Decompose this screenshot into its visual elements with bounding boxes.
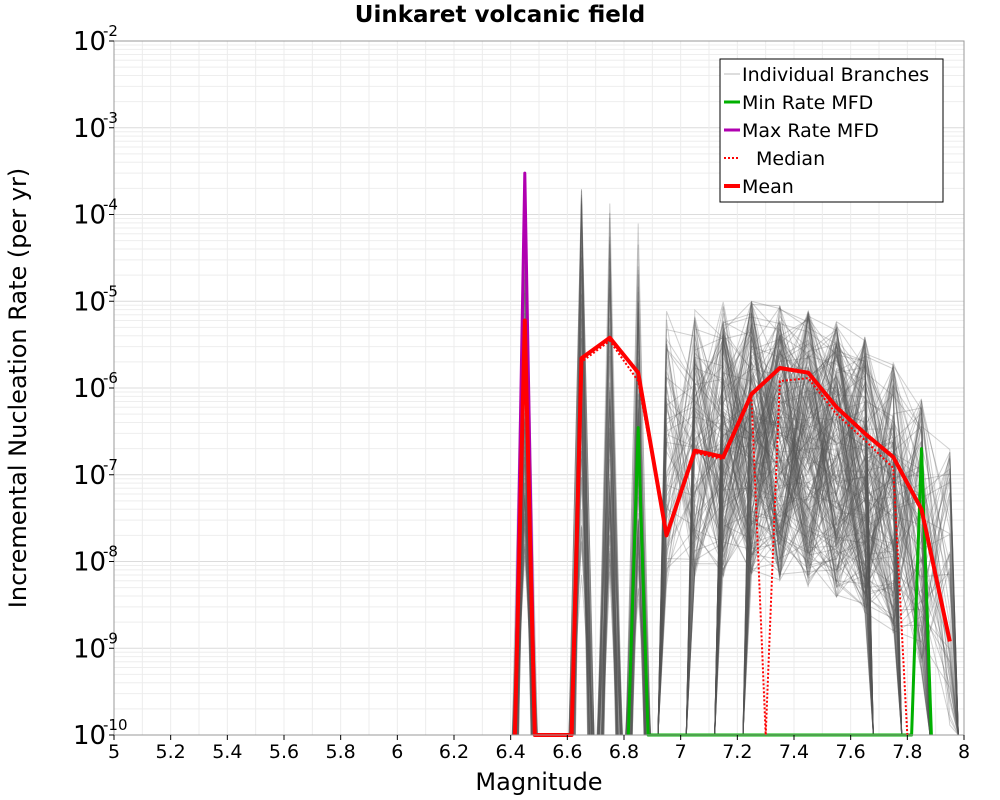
- x-axis-label: Magnitude: [475, 768, 602, 796]
- branch-line: [568, 302, 874, 736]
- branch-line: [601, 293, 874, 736]
- y-tick-exponent: -6: [103, 369, 118, 387]
- branch-line: [598, 288, 874, 736]
- y-tick-exponent: -2: [103, 22, 118, 40]
- branch-line: [625, 337, 874, 736]
- branch-line: [630, 316, 874, 736]
- x-axis-ticks: 5 5.2 5.4 5.6 5.8 6 6.2 6.4 6.6 6.8 7 7.2 7.4 7.6 7.8 8: [108, 735, 970, 763]
- legend-item-label: Median: [756, 148, 825, 170]
- branch-line: [631, 339, 903, 736]
- series-line-median: [513, 326, 909, 736]
- x-tick-label: 5.8: [326, 741, 356, 763]
- branch-line: [600, 325, 874, 736]
- x-tick-label: 6.4: [496, 741, 526, 763]
- x-tick-label: 6.2: [439, 741, 469, 763]
- branch-line: [597, 389, 874, 736]
- branch-line: [596, 350, 903, 736]
- y-axis-label: Incremental Nucleation Rate (per yr): [4, 168, 32, 608]
- branch-line: [570, 203, 874, 736]
- branch-line: [573, 294, 874, 736]
- branch-line: [631, 387, 903, 736]
- y-tick-exponent: -4: [103, 196, 118, 214]
- branch-line: [574, 303, 931, 736]
- branch-line: [602, 324, 874, 736]
- branch-line: [599, 244, 903, 736]
- legend-item-label: Individual Branches: [742, 64, 929, 86]
- branch-line: [629, 354, 874, 736]
- y-tick-exponent: -3: [103, 109, 118, 127]
- branch-line: [602, 212, 874, 736]
- x-tick-label: 6.6: [552, 741, 582, 763]
- branch-line: [570, 343, 903, 736]
- x-tick-label: 5.2: [156, 741, 186, 763]
- branch-line: [572, 320, 874, 736]
- branch-line: [569, 310, 874, 736]
- x-tick-label: 5: [108, 741, 120, 763]
- y-tick-label: 10: [73, 374, 106, 404]
- legend-box: [719, 58, 944, 203]
- branch-line: [571, 214, 874, 736]
- x-tick-label: 7.8: [892, 741, 922, 763]
- chart-title: Uinkaret volcanic field: [355, 2, 645, 28]
- branch-line: [517, 345, 903, 736]
- x-tick-label: 7.6: [836, 741, 866, 763]
- branch-line: [625, 367, 874, 736]
- x-tick-label: 7: [675, 741, 687, 763]
- branch-line: [598, 355, 874, 736]
- branch-line: [516, 353, 874, 736]
- branch-line: [570, 330, 903, 736]
- branch-line: [600, 432, 874, 736]
- branch-line: [574, 189, 874, 736]
- y-tick-label: 10: [73, 634, 106, 664]
- x-tick-label: 7.4: [779, 741, 809, 763]
- y-tick-exponent: -9: [103, 629, 118, 647]
- branch-line: [597, 338, 874, 736]
- x-tick-label: 6: [391, 741, 403, 763]
- branch-line: [518, 356, 874, 736]
- branch-line: [601, 354, 874, 736]
- branch-line: [631, 394, 903, 736]
- y-tick-exponent: -7: [103, 456, 118, 474]
- x-tick-label: 8: [958, 741, 970, 763]
- branch-line: [598, 345, 931, 736]
- branch-line: [516, 344, 874, 736]
- branch-line: [571, 223, 903, 736]
- branch-line: [601, 317, 931, 736]
- branch-line: [600, 312, 931, 736]
- x-tick-label: 7.2: [722, 741, 752, 763]
- branch-line: [602, 375, 903, 736]
- y-tick-exponent: -8: [103, 543, 118, 561]
- y-tick-label: 10: [73, 721, 106, 751]
- y-tick-label: 10: [73, 287, 106, 317]
- grid-lines: [113, 41, 965, 736]
- legend: Individual Branches Min Rate MFD Max Rate …: [719, 58, 944, 203]
- branch-line: [568, 335, 874, 736]
- branch-line: [518, 333, 903, 736]
- y-tick-label: 10: [73, 27, 106, 57]
- branch-line: [599, 236, 874, 736]
- branch-line: [568, 198, 874, 736]
- branch-line: [598, 303, 874, 736]
- y-tick-label: 10: [73, 461, 106, 491]
- branch-line: [630, 362, 931, 736]
- branch-line: [629, 361, 903, 736]
- branch-line: [571, 313, 931, 736]
- y-tick-label: 10: [73, 114, 106, 144]
- y-tick-label: 10: [73, 548, 106, 578]
- branch-line: [602, 337, 874, 736]
- branch-line: [603, 355, 874, 736]
- x-tick-label: 6.8: [609, 741, 639, 763]
- x-tick-label: 5.6: [269, 741, 299, 763]
- legend-item-label: Max Rate MFD: [742, 120, 879, 142]
- legend-item-label: Mean: [742, 176, 794, 198]
- y-tick-label: 10: [73, 201, 106, 231]
- x-tick-label: 5.4: [212, 741, 242, 763]
- y-tick-exponent: -5: [103, 282, 118, 300]
- legend-item-label: Min Rate MFD: [742, 92, 873, 114]
- branch-line: [572, 360, 903, 736]
- y-tick-exponent: -10: [103, 716, 128, 734]
